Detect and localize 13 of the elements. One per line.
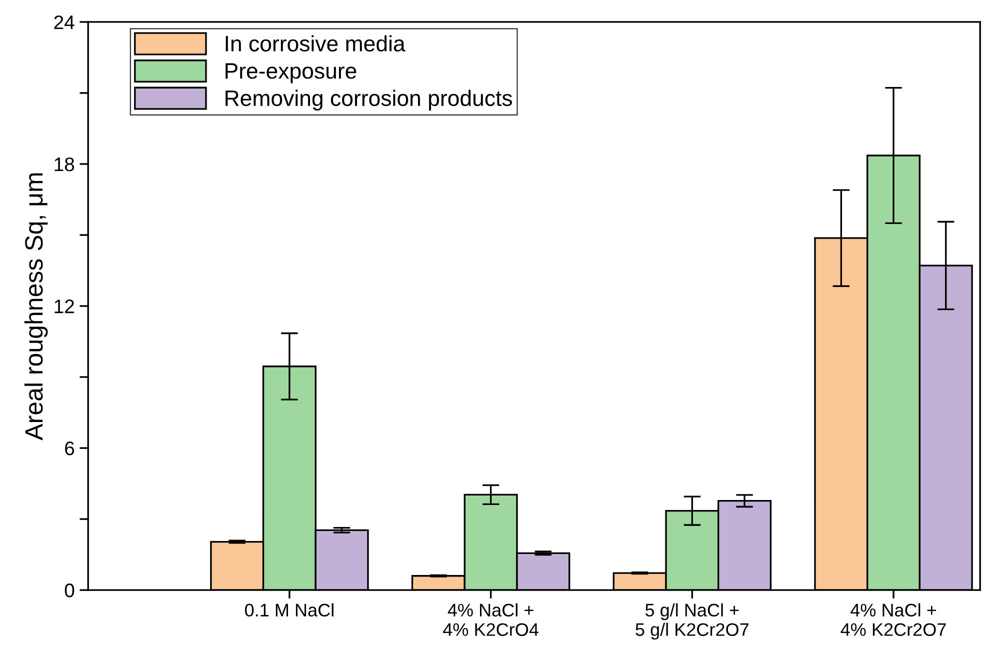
x-tick-label: 5 g/l NaCl + 5 g/l K2Cr2O7 <box>636 603 748 640</box>
x-tick-label: 4% NaCl + 4% K2CrO4 <box>443 603 538 636</box>
y-tick-label: 12 <box>54 299 74 314</box>
y-tick-label: 24 <box>54 15 74 30</box>
legend-label: Pre-exposure <box>226 63 356 84</box>
y-tick-label: 18 <box>54 157 74 172</box>
x-tick-label: 4% NaCl + 4% K2Cr2O7 <box>840 603 946 636</box>
y-axis-title: Areal roughness Sq, μm <box>24 173 48 440</box>
legend-label: Removing corrosion products <box>226 90 512 110</box>
y-tick-label: 0 <box>64 584 74 598</box>
legend-label: In corrosive media <box>226 35 406 52</box>
x-tick-label: 0.1 M NaCl <box>245 603 334 617</box>
y-tick-label: 6 <box>65 442 74 456</box>
